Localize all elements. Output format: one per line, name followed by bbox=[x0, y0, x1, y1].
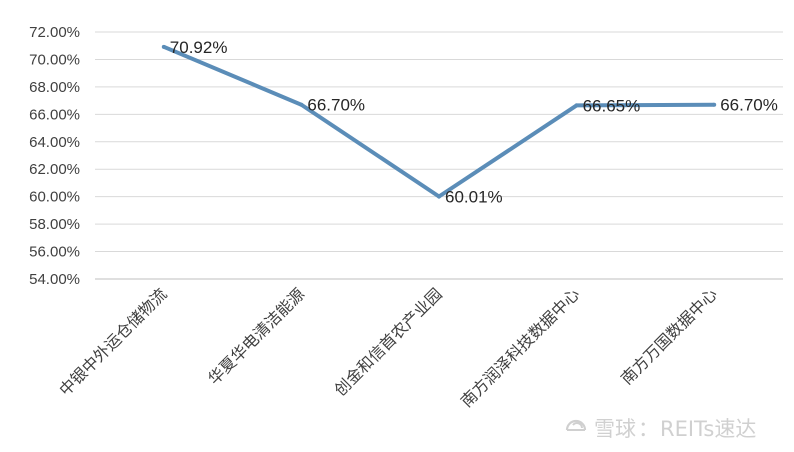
data-label: 60.01% bbox=[445, 188, 503, 207]
y-tick-label: 68.00% bbox=[29, 79, 80, 96]
watermark-brand: 雪球 bbox=[594, 417, 636, 441]
data-point bbox=[712, 102, 717, 107]
watermark-account: REITs速达 bbox=[660, 417, 756, 441]
y-tick-label: 70.00% bbox=[29, 51, 80, 68]
x-tick-label: 创金和信首农产业园 bbox=[331, 284, 446, 399]
y-tick-label: 58.00% bbox=[29, 216, 80, 233]
data-labels: 70.92% 66.70% 60.01% 66.65% 66.70% bbox=[170, 38, 778, 207]
gridlines bbox=[95, 31, 783, 253]
y-tick-label: 60.00% bbox=[29, 189, 80, 206]
y-tick-label: 56.00% bbox=[29, 244, 80, 261]
x-tick-label: 华夏华电清洁能源 bbox=[204, 284, 308, 388]
y-tick-label: 72.00% bbox=[29, 24, 80, 41]
series-line bbox=[161, 44, 717, 199]
series-line-path bbox=[163, 44, 715, 199]
y-axis-tick-labels: 54.00% 56.00% 58.00% 60.00% 62.00% 64.00% 66.0… bbox=[29, 24, 80, 288]
y-tick-label: 54.00% bbox=[29, 271, 80, 288]
data-point bbox=[437, 194, 441, 199]
data-label: 70.92% bbox=[170, 38, 228, 57]
snowball-logo-icon bbox=[565, 419, 587, 431]
data-point bbox=[574, 103, 579, 108]
data-point bbox=[299, 102, 304, 107]
x-axis-tick-labels: 中银中外运仓储物流 华夏华电清洁能源 创金和信首农产业园 南方润泽科技数据中心 南方万国… bbox=[55, 284, 721, 411]
y-tick-label: 64.00% bbox=[29, 134, 80, 151]
watermark: 雪球 ： REITs速达 bbox=[565, 417, 756, 441]
watermark-separator: ： bbox=[638, 417, 659, 441]
data-label: 66.65% bbox=[583, 96, 641, 115]
x-tick-label: 中银中外运仓储物流 bbox=[55, 284, 170, 399]
x-tick-label: 南方润泽科技数据中心 bbox=[457, 284, 584, 411]
x-tick-label: 南方万国数据中心 bbox=[617, 284, 721, 388]
y-tick-label: 66.00% bbox=[29, 106, 80, 123]
data-label: 66.70% bbox=[307, 96, 365, 115]
data-point bbox=[161, 44, 166, 49]
y-tick-label: 62.00% bbox=[29, 161, 80, 178]
data-label: 66.70% bbox=[720, 96, 778, 115]
